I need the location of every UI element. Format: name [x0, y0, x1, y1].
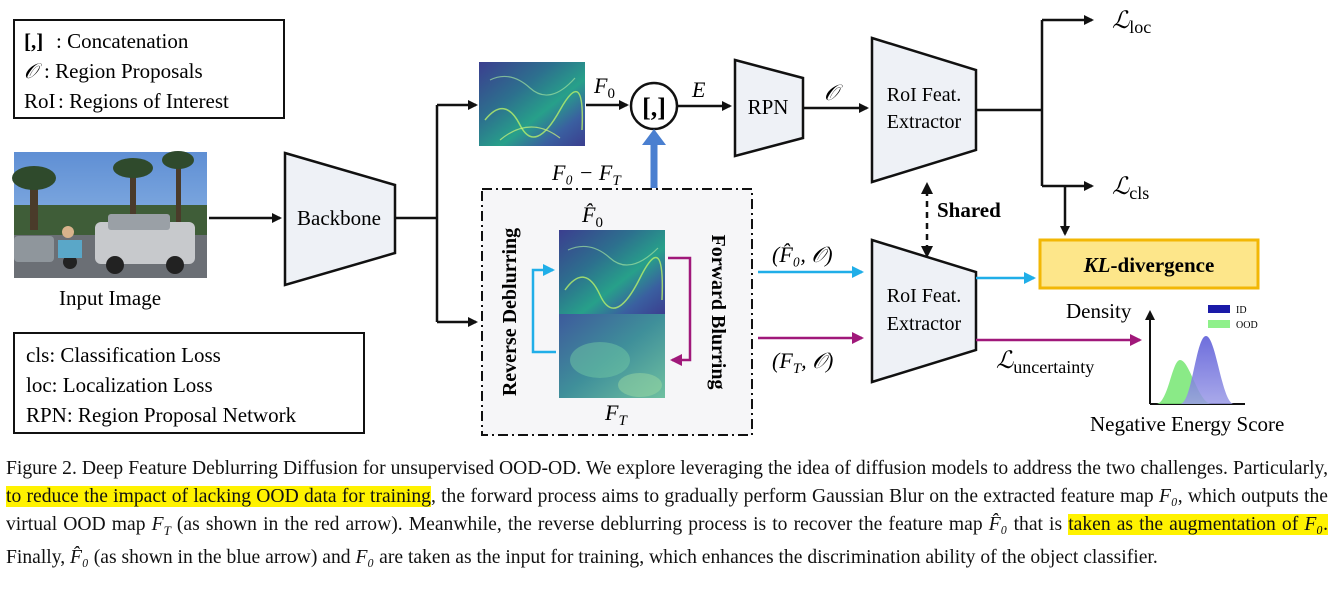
label-f0-minus-ft: F₀ − FT — [551, 160, 622, 189]
shared-label: Shared — [937, 198, 1001, 222]
legend-roi-symbol: RoI — [24, 89, 56, 113]
legend-rpn: RPN: Region Proposal Network — [26, 403, 297, 427]
loss-loc: ℒloc — [1112, 8, 1151, 37]
loss-uncertainty: ℒuncertainty — [996, 348, 1094, 377]
label-fhat-pair: (F̂₀, 𝒪) — [772, 242, 833, 267]
arrow-forward-blurring — [668, 256, 692, 366]
figure-caption: Figure 2. Deep Feature Deblurring Diffus… — [6, 458, 1328, 569]
input-image — [12, 151, 207, 278]
roi-top-line1: RoI Feat. — [887, 84, 961, 106]
legend-box-top: [,] : Concatenation 𝒪 : Region Proposals… — [13, 19, 285, 119]
feature-map-f0 — [479, 62, 585, 146]
caption-highlight-1: to reduce the impact of lacking OOD data… — [6, 485, 431, 507]
roi-bottom-line2: Extractor — [887, 313, 962, 335]
legend-loc: loc: Localization Loss — [26, 373, 213, 397]
label-ft-pair: (FT, 𝒪) — [772, 348, 833, 377]
arrow-reverse-deblurring — [531, 264, 556, 354]
legend-concat-text: : Concatenation — [56, 29, 189, 53]
label-fhat: F̂0 — [581, 202, 603, 231]
roi-top-line2: Extractor — [887, 111, 962, 133]
rpn-block — [733, 58, 805, 158]
arrow-fhat-to-concat-head — [642, 129, 666, 145]
legend-ood-label: OOD — [1236, 320, 1258, 331]
legend-concat-symbol: [,] — [24, 29, 43, 53]
backbone-block — [283, 151, 397, 287]
legend-box-bottom: cls: Classification Loss loc: Localizati… — [13, 332, 365, 434]
rpn-label: RPN — [748, 95, 789, 119]
input-image-label: Input Image — [59, 286, 161, 310]
energy-label: Negative Energy Score — [1090, 412, 1284, 436]
backbone-split-arrows — [395, 100, 478, 327]
feature-map-fhat — [559, 230, 665, 314]
legend-cls: cls: Classification Loss — [26, 343, 221, 367]
legend-ood-swatch — [1208, 320, 1230, 328]
kl-divergence-box — [1038, 238, 1260, 290]
legend-id-label: ID — [1236, 305, 1247, 316]
architecture-diagram: [,] : Concatenation 𝒪 : Region Proposals… — [12, 8, 1284, 436]
shared-link-head-down — [921, 246, 933, 258]
label-reverse-deblurring: Reverse Deblurring — [499, 228, 521, 396]
label-proposals: 𝒪 — [824, 80, 843, 105]
backbone-label: Backbone — [297, 206, 381, 230]
shared-link-head-up — [921, 182, 933, 194]
kl-divergence-label: KL-divergence — [1083, 253, 1215, 277]
label-ft: FT — [604, 400, 628, 429]
caption-highlight-2: taken as the augmentation of F₀. — [1068, 513, 1328, 535]
legend-proposal-text: : Region Proposals — [44, 59, 203, 83]
roi-top-outputs — [976, 15, 1094, 236]
roi-extractor-bottom — [870, 238, 978, 384]
roi-bottom-line1: RoI Feat. — [887, 285, 961, 307]
label-e: E — [691, 77, 706, 102]
loss-cls: ℒcls — [1112, 174, 1149, 203]
density-label: Density — [1066, 299, 1132, 323]
legend-roi-text: : Regions of Interest — [58, 89, 229, 113]
legend-id-swatch — [1208, 305, 1230, 313]
feature-map-ft — [559, 314, 665, 398]
density-plot: ID OOD — [1145, 305, 1258, 405]
roi-extractor-top — [870, 36, 978, 184]
label-f0: F0 — [593, 73, 615, 102]
concat-symbol: [,] — [642, 93, 666, 122]
label-forward-blurring: Forward Blurring — [707, 235, 729, 390]
id-curve — [1180, 336, 1234, 404]
